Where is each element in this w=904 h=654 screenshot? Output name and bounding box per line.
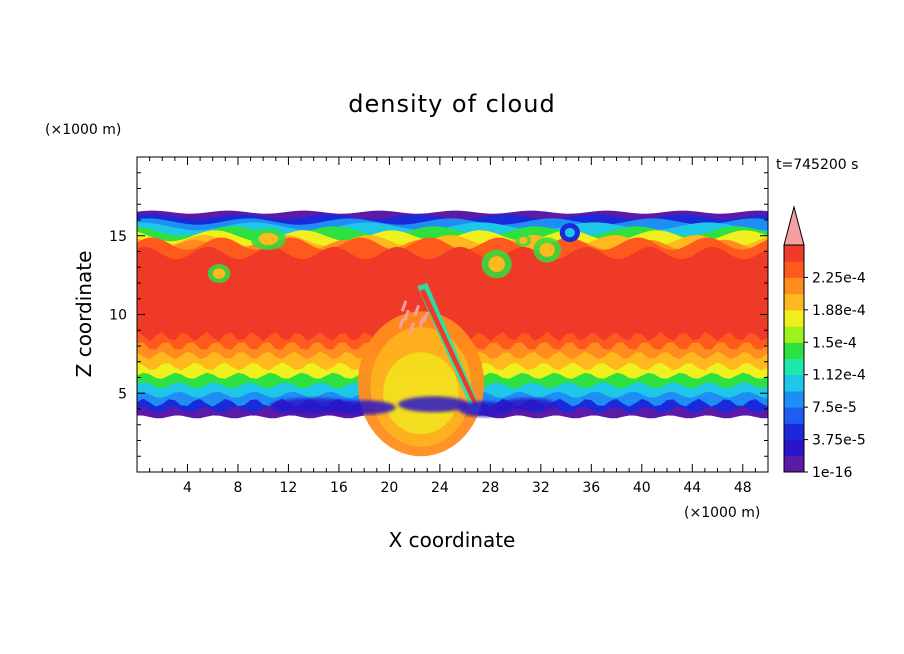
cap-notch-core	[564, 227, 575, 238]
colorbar-swatch	[784, 358, 804, 376]
colorbar-swatch	[784, 309, 804, 327]
x-tick-label: 40	[633, 480, 651, 496]
y-axis-unit: (×1000 m)	[45, 122, 121, 138]
cap-eddy-core	[539, 242, 555, 257]
base-blob	[458, 401, 510, 417]
cap-eddy-core	[258, 232, 278, 245]
over-range-speckle	[422, 311, 429, 323]
colorbar-frame	[783, 244, 805, 473]
colorbar-swatch	[784, 423, 804, 441]
x-tick-label: 16	[330, 480, 348, 496]
colorbar-swatch	[784, 342, 804, 359]
colorbar-swatch	[784, 407, 804, 424]
x-tick-label: 20	[380, 480, 398, 496]
colorbar-swatch	[784, 455, 804, 473]
y-tick-label: 10	[109, 308, 127, 324]
y-axis: 5 10 15	[109, 172, 768, 457]
colorbar-swatch	[784, 439, 804, 457]
colorbar-over-triangle	[783, 205, 805, 246]
x-tick-label: 24	[431, 480, 449, 496]
x-axis-unit: (×1000 m)	[684, 505, 760, 521]
cap-eddy-core	[488, 256, 505, 272]
colorbar-swatch	[784, 326, 804, 343]
x-tick-label: 44	[683, 480, 701, 496]
cloud-core-red	[137, 246, 768, 342]
colorbar-label: 3.75e-5	[812, 433, 866, 449]
x-tick-label: 48	[734, 480, 752, 496]
base-blob	[500, 397, 556, 411]
over-range-speckle	[398, 317, 405, 330]
base-blob	[398, 396, 469, 413]
over-range-speckle	[400, 300, 408, 312]
colorbar-swatch	[784, 261, 804, 278]
x-axis: 4 8 12 16 20 24 28 32 36 40 44 48	[149, 157, 756, 496]
colorbar-label: 2.25e-4	[812, 270, 866, 286]
base-blob	[332, 400, 396, 415]
time-label: t=745200 s	[776, 157, 858, 173]
colorbar-swatch	[784, 390, 804, 408]
y-axis-label: Z coordinate	[72, 251, 96, 378]
over-range-speckle	[413, 305, 420, 317]
x-axis-label: X coordinate	[389, 528, 516, 552]
colorbar-label: 1e-16	[812, 465, 852, 481]
convective-dome-core	[383, 352, 459, 435]
colorbar-label: 1.12e-4	[812, 368, 866, 384]
x-tick-label: 28	[481, 480, 499, 496]
cap-eddy-core	[212, 268, 226, 279]
x-tick-label: 8	[233, 480, 242, 496]
y-tick-label: 5	[118, 386, 127, 402]
x-tick-label: 12	[280, 480, 298, 496]
cloud-density-field	[137, 210, 768, 457]
x-tick-label: 4	[183, 480, 192, 496]
colorbar-label: 1.5e-4	[812, 335, 857, 351]
cap-eddy-core	[519, 237, 528, 244]
colorbar-swatch	[784, 277, 804, 295]
colorbar-swatch	[784, 245, 804, 262]
over-range-speckle	[408, 322, 415, 334]
colorbar: 1e-16 3.75e-5 7.5e-5 1.12e-4 1.5e-4 1.88e-4 2.…	[783, 205, 866, 481]
colorbar-swatch	[784, 374, 804, 392]
colorbar-swatch	[784, 293, 804, 311]
x-tick-label: 36	[582, 480, 600, 496]
chart-title: density of cloud	[348, 90, 555, 118]
over-range-speckle	[403, 309, 410, 322]
colorbar-label: 7.5e-5	[812, 400, 857, 416]
x-tick-label: 32	[532, 480, 550, 496]
y-tick-label: 15	[109, 229, 127, 245]
colorbar-label: 1.88e-4	[812, 303, 866, 319]
updraft-streak-core	[419, 289, 478, 406]
